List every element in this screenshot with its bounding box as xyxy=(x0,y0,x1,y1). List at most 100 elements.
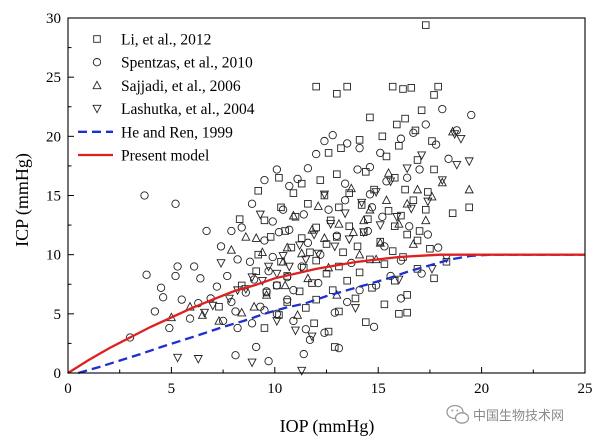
legend: Li, et al., 2012 Spentzas, et al., 2010 Sa… xyxy=(78,24,255,170)
data-point-square xyxy=(448,209,457,217)
data-point-triangle-down xyxy=(272,269,282,279)
data-point-triangle-down xyxy=(284,262,294,272)
data-point-triangle-down xyxy=(385,177,396,187)
data-point-circle xyxy=(417,269,426,278)
data-point-square xyxy=(366,113,374,122)
y-axis-label: ICP (mmHg) xyxy=(12,153,33,247)
axes xyxy=(67,17,586,374)
data-point-square xyxy=(331,343,339,351)
data-point-circle xyxy=(382,177,391,186)
legend-label: Lashutka, et al., 2004 xyxy=(121,101,255,118)
data-point-square xyxy=(337,144,345,152)
data-point-square xyxy=(345,222,353,231)
data-point-square xyxy=(388,247,397,255)
data-point-square xyxy=(430,274,438,283)
data-point-square xyxy=(306,248,314,257)
y-tick-label: 5 xyxy=(54,307,62,323)
data-point-square xyxy=(266,233,275,241)
data-point-circle xyxy=(252,342,261,352)
data-point-circle xyxy=(231,351,240,360)
data-point-circle xyxy=(403,173,412,182)
x-tick-label: 0 xyxy=(64,381,72,397)
data-point-circle xyxy=(173,262,182,271)
data-point-square xyxy=(254,187,263,195)
data-point-circle xyxy=(185,314,195,323)
legend-label: Present model xyxy=(121,148,209,165)
legend-label: Li, et al., 2012 xyxy=(121,32,211,49)
data-point-square xyxy=(413,236,422,245)
data-point-triangle-down xyxy=(325,220,336,229)
data-point-triangle-up xyxy=(249,301,259,311)
legend-label: He and Ren, 1999 xyxy=(121,124,233,141)
data-point-triangle-up xyxy=(288,210,299,220)
data-point-square xyxy=(401,185,409,194)
data-point-square xyxy=(351,294,360,303)
data-point-triangle-down xyxy=(330,242,340,252)
watermark: 中国生物技术网 xyxy=(446,404,564,424)
data-point-circle xyxy=(272,281,282,290)
series-line-present-model xyxy=(67,253,585,374)
data-point-circle xyxy=(343,297,352,307)
data-point-triangle-down xyxy=(247,273,257,283)
data-point-square xyxy=(411,126,420,135)
data-point-square xyxy=(275,311,283,319)
data-point-circle xyxy=(289,316,298,326)
data-point-triangle-up xyxy=(346,183,356,193)
data-point-circle xyxy=(434,243,443,252)
data-point-circle xyxy=(283,295,292,304)
y-tick-label: 25 xyxy=(46,70,61,86)
x-tick-label: 10 xyxy=(267,381,282,397)
data-point-square xyxy=(252,267,260,275)
data-point-circle xyxy=(156,283,166,292)
data-point-square xyxy=(289,189,298,197)
data-point-square xyxy=(388,82,397,91)
data-point-circle xyxy=(363,226,373,236)
plot-area xyxy=(67,21,585,376)
data-point-square xyxy=(380,300,389,309)
data-point-circle xyxy=(343,139,352,148)
data-point-square xyxy=(368,284,376,292)
data-point-triangle-down xyxy=(375,221,385,231)
data-point-triangle-down xyxy=(297,366,307,376)
data-point-square xyxy=(384,207,393,215)
data-point-square xyxy=(343,82,351,91)
data-point-circle xyxy=(245,257,255,266)
data-point-triangle-up xyxy=(280,280,290,290)
data-point-circle xyxy=(125,333,135,342)
data-point-circle xyxy=(334,343,344,353)
data-point-circle xyxy=(289,286,298,295)
data-point-square xyxy=(260,216,269,225)
data-point-circle xyxy=(365,162,375,172)
data-point-circle xyxy=(233,323,242,333)
data-point-square xyxy=(434,82,442,91)
data-point-circle xyxy=(285,181,294,191)
data-point-triangle-down xyxy=(437,176,447,186)
data-point-triangle-up xyxy=(412,184,423,194)
data-point-circle xyxy=(249,275,259,284)
data-point-circle xyxy=(196,274,205,283)
data-point-circle xyxy=(369,322,379,331)
data-point-circle xyxy=(367,203,377,212)
data-point-circle xyxy=(285,225,294,234)
data-point-triangle-down xyxy=(406,204,416,214)
data-point-triangle-up xyxy=(381,195,392,204)
data-point-triangle-down xyxy=(402,164,412,174)
data-point-triangle-down xyxy=(172,353,183,363)
data-point-circle xyxy=(324,205,333,214)
data-point-circle xyxy=(365,190,375,199)
data-point-square xyxy=(215,302,223,311)
data-point-square xyxy=(297,234,306,242)
data-point-triangle-up xyxy=(437,177,447,187)
data-point-circle xyxy=(396,134,406,143)
data-point-circle xyxy=(272,165,282,174)
data-point-square xyxy=(310,319,318,328)
data-point-square xyxy=(417,106,426,115)
data-point-circle xyxy=(355,144,364,153)
series-line-he-ren xyxy=(77,253,583,375)
data-point-square xyxy=(324,149,333,157)
data-point-square xyxy=(362,168,370,176)
legend-label: Sajjadi, et al., 2006 xyxy=(121,78,241,95)
data-point-square xyxy=(390,276,399,285)
data-point-square xyxy=(403,308,411,317)
data-point-circle xyxy=(177,295,186,304)
